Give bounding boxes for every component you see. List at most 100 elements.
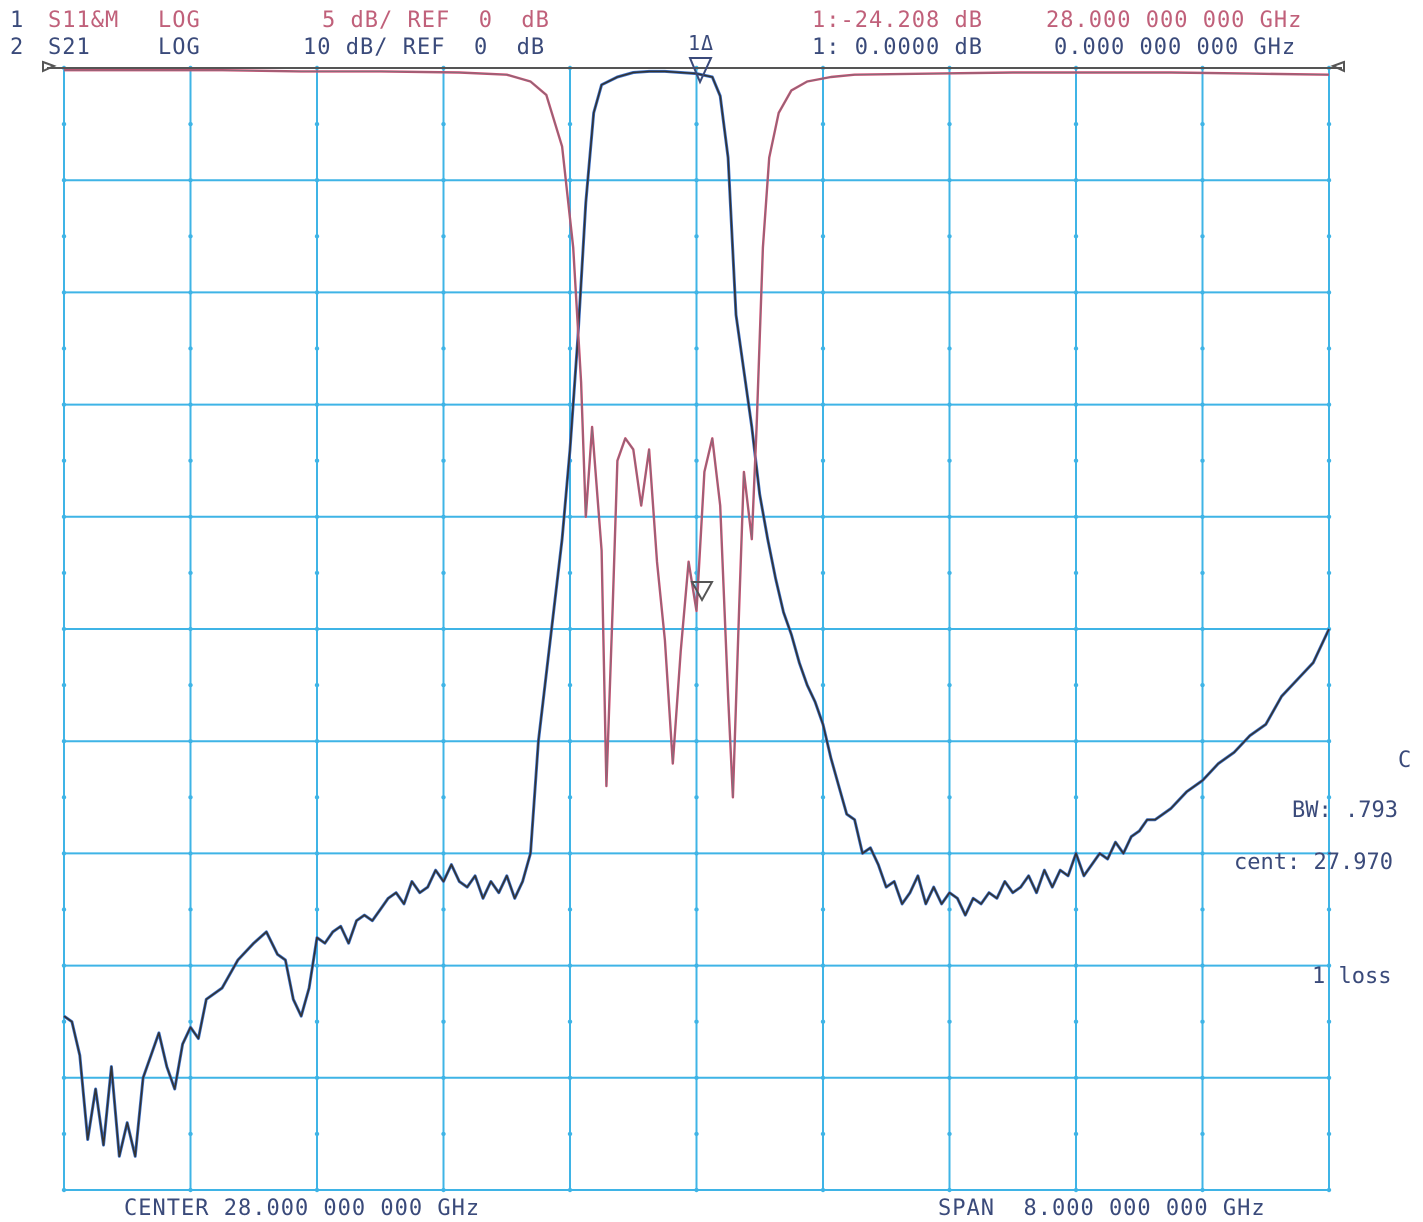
grid-tick — [567, 290, 573, 295]
grid-tick — [314, 1187, 320, 1193]
grid-tick — [947, 1019, 952, 1024]
reference-right-marker-icon — [1330, 60, 1345, 73]
grid-tick — [1073, 290, 1079, 295]
grid-tick — [188, 1075, 193, 1081]
grid-tick — [1073, 1131, 1079, 1137]
grid-tick — [1073, 514, 1079, 519]
grid-tick — [314, 1075, 320, 1081]
grid-tick — [188, 1019, 193, 1024]
grid-tick — [694, 290, 699, 295]
grid-tick — [314, 1019, 320, 1024]
grid-tick — [820, 907, 826, 912]
channel-2-scale: 10 dB/ REF 0 dB — [303, 35, 546, 60]
grid-tick — [694, 963, 699, 968]
grid-tick — [694, 121, 699, 127]
grid-tick — [314, 626, 320, 632]
grid-tick — [1073, 682, 1079, 688]
grid-tick — [1200, 570, 1205, 576]
grid-tick — [567, 1075, 573, 1081]
grid-tick — [1200, 1131, 1205, 1137]
grid-tick — [188, 178, 193, 183]
grid-tick — [188, 290, 193, 295]
grid-tick — [61, 402, 67, 407]
grid-tick — [947, 626, 952, 632]
channel-2-format-label: LOG — [158, 35, 201, 60]
grid-tick — [1200, 178, 1205, 183]
grid-tick — [441, 1075, 446, 1081]
grid-tick — [441, 346, 446, 351]
grid-tick — [314, 402, 320, 407]
grid-tick — [694, 1187, 699, 1193]
grid-tick — [61, 121, 67, 127]
grid-tick — [1326, 795, 1332, 800]
grid-tick — [61, 1187, 67, 1193]
grid-tick — [61, 1019, 67, 1024]
grid-tick — [1200, 458, 1205, 463]
grid-tick — [61, 458, 67, 463]
grid-tick — [188, 907, 193, 912]
grid-tick — [1326, 570, 1332, 576]
grid-tick — [188, 458, 193, 463]
grid-tick — [61, 626, 67, 632]
grid-tick — [188, 570, 193, 576]
grid-tick — [61, 739, 67, 744]
grid-tick — [188, 739, 193, 744]
grid-tick — [947, 346, 952, 351]
grid-tick — [820, 458, 826, 463]
grid-tick — [567, 178, 573, 183]
grid-tick — [1326, 907, 1332, 912]
grid-tick — [1073, 907, 1079, 912]
grid-tick — [1200, 739, 1205, 744]
grid-tick — [441, 907, 446, 912]
grid-tick — [1200, 963, 1205, 968]
reference-left-marker-icon — [42, 60, 57, 73]
grid-tick — [1326, 682, 1332, 688]
grid-tick — [441, 514, 446, 519]
grid-tick — [947, 1187, 952, 1193]
trace-s11-overlay — [64, 69, 1330, 798]
grid-tick — [188, 346, 193, 351]
side-panel-c: C — [1398, 748, 1412, 773]
grid-tick — [314, 851, 320, 856]
grid-tick — [61, 346, 67, 351]
grid-tick — [61, 963, 67, 968]
grid-tick — [1326, 178, 1332, 183]
channel-1-parameter: S11&M — [48, 8, 120, 33]
grid-tick — [314, 682, 320, 688]
grid-tick — [820, 1187, 826, 1193]
grid-tick — [1200, 851, 1205, 856]
grid-tick — [1326, 963, 1332, 968]
grid-tick — [820, 795, 826, 800]
grid-tick — [1073, 626, 1079, 632]
grid-tick — [1200, 234, 1205, 239]
grid-tick — [188, 121, 193, 127]
grid-tick — [441, 458, 446, 463]
grid-tick — [820, 851, 826, 856]
grid-tick — [441, 739, 446, 744]
grid-tick — [61, 178, 67, 183]
grid-tick — [694, 907, 699, 912]
grid-tick — [1073, 1075, 1079, 1081]
grid-tick — [567, 514, 573, 519]
grid-tick — [947, 739, 952, 744]
grid-tick — [820, 626, 826, 632]
grid-tick — [820, 346, 826, 351]
grid-tick — [188, 626, 193, 632]
center-readout: cent: 27.970 — [1234, 850, 1393, 875]
traces — [63, 69, 1331, 1158]
grid-tick — [1326, 739, 1332, 744]
grid-tick — [567, 626, 573, 632]
grid-tick — [567, 963, 573, 968]
grid-tick — [61, 682, 67, 688]
grid-tick — [947, 290, 952, 295]
grid-tick — [188, 795, 193, 800]
grid-tick — [61, 290, 67, 295]
grid-tick — [1326, 234, 1332, 239]
grid-tick — [947, 570, 952, 576]
span-frequency: SPAN 8.000 000 000 GHz — [938, 1196, 1266, 1221]
grid-tick — [61, 1131, 67, 1137]
grid-tick — [61, 907, 67, 912]
grid-tick — [441, 290, 446, 295]
channel-2-indicator: 2 — [10, 35, 25, 60]
marker-2-triangle-icon — [690, 581, 714, 603]
